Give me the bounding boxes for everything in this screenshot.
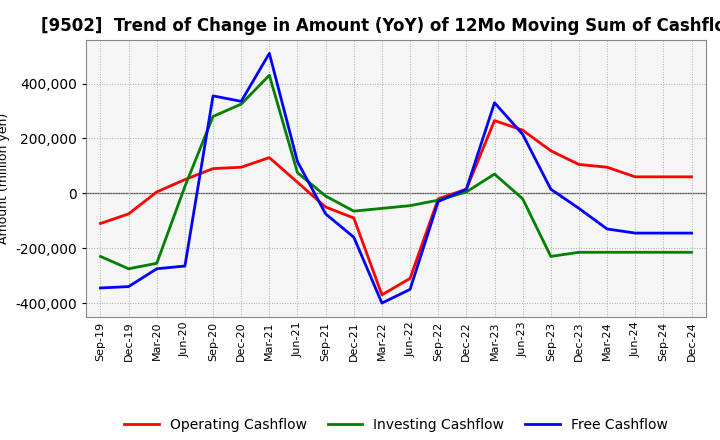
Investing Cashflow: [406, 203, 415, 208]
Free Cashflow: [518, 132, 527, 137]
Operating Cashflow: [321, 204, 330, 209]
Operating Cashflow: [518, 128, 527, 133]
Investing Cashflow: [265, 73, 274, 78]
Operating Cashflow: [575, 162, 583, 167]
Investing Cashflow: [434, 198, 443, 203]
Investing Cashflow: [546, 254, 555, 259]
Free Cashflow: [293, 159, 302, 165]
Free Cashflow: [237, 99, 246, 104]
Operating Cashflow: [96, 221, 105, 226]
Operating Cashflow: [490, 118, 499, 123]
Operating Cashflow: [546, 148, 555, 154]
Operating Cashflow: [434, 196, 443, 202]
Free Cashflow: [181, 264, 189, 269]
Free Cashflow: [575, 206, 583, 211]
Investing Cashflow: [153, 260, 161, 266]
Free Cashflow: [377, 301, 386, 306]
Free Cashflow: [462, 187, 471, 192]
Operating Cashflow: [687, 174, 696, 180]
Operating Cashflow: [603, 165, 611, 170]
Investing Cashflow: [125, 266, 133, 271]
Free Cashflow: [209, 93, 217, 99]
Line: Free Cashflow: Free Cashflow: [101, 53, 691, 303]
Investing Cashflow: [377, 206, 386, 211]
Free Cashflow: [631, 231, 639, 236]
Operating Cashflow: [631, 174, 639, 180]
Free Cashflow: [546, 187, 555, 192]
Investing Cashflow: [96, 254, 105, 259]
Operating Cashflow: [349, 215, 358, 220]
Operating Cashflow: [462, 187, 471, 192]
Free Cashflow: [125, 284, 133, 289]
Free Cashflow: [153, 266, 161, 271]
Investing Cashflow: [631, 249, 639, 255]
Free Cashflow: [96, 286, 105, 291]
Line: Investing Cashflow: Investing Cashflow: [101, 75, 691, 269]
Operating Cashflow: [406, 276, 415, 281]
Investing Cashflow: [209, 114, 217, 119]
Investing Cashflow: [687, 249, 696, 255]
Free Cashflow: [434, 199, 443, 204]
Operating Cashflow: [209, 166, 217, 171]
Operating Cashflow: [125, 211, 133, 216]
Free Cashflow: [265, 51, 274, 56]
Free Cashflow: [321, 211, 330, 216]
Investing Cashflow: [659, 249, 667, 255]
Free Cashflow: [406, 287, 415, 292]
Operating Cashflow: [181, 177, 189, 182]
Operating Cashflow: [237, 165, 246, 170]
Investing Cashflow: [237, 102, 246, 107]
Investing Cashflow: [181, 184, 189, 189]
Investing Cashflow: [462, 189, 471, 194]
Legend: Operating Cashflow, Investing Cashflow, Free Cashflow: Operating Cashflow, Investing Cashflow, …: [118, 412, 674, 437]
Operating Cashflow: [377, 292, 386, 297]
Free Cashflow: [687, 231, 696, 236]
Investing Cashflow: [518, 196, 527, 202]
Investing Cashflow: [603, 249, 611, 255]
Investing Cashflow: [349, 209, 358, 214]
Y-axis label: Amount (million yen): Amount (million yen): [0, 113, 10, 244]
Free Cashflow: [349, 235, 358, 240]
Operating Cashflow: [293, 180, 302, 185]
Investing Cashflow: [293, 170, 302, 176]
Free Cashflow: [659, 231, 667, 236]
Line: Operating Cashflow: Operating Cashflow: [101, 121, 691, 295]
Title: [9502]  Trend of Change in Amount (YoY) of 12Mo Moving Sum of Cashflows: [9502] Trend of Change in Amount (YoY) o…: [41, 17, 720, 35]
Investing Cashflow: [575, 249, 583, 255]
Investing Cashflow: [490, 172, 499, 177]
Free Cashflow: [490, 100, 499, 105]
Operating Cashflow: [265, 155, 274, 160]
Operating Cashflow: [153, 189, 161, 194]
Operating Cashflow: [659, 174, 667, 180]
Free Cashflow: [603, 226, 611, 231]
Investing Cashflow: [321, 194, 330, 199]
